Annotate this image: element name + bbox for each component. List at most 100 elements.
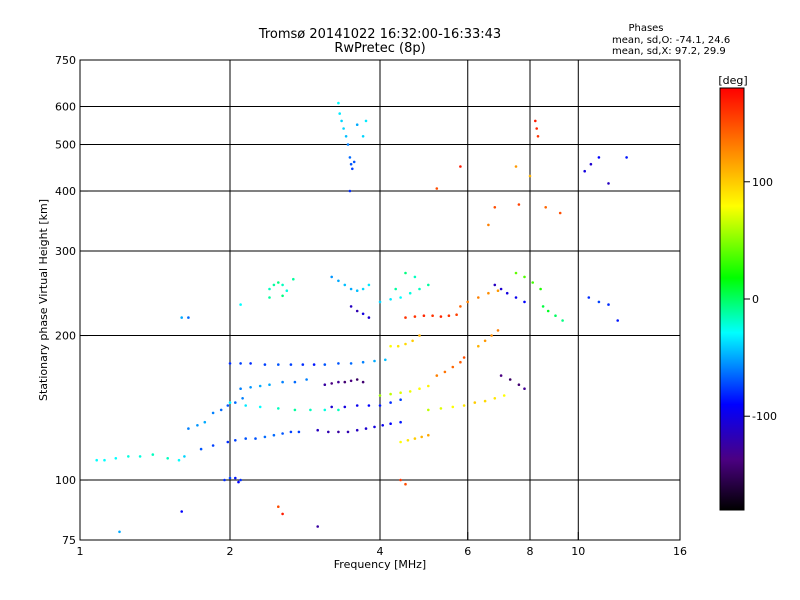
colorbar — [719, 87, 745, 511]
data-point — [346, 143, 350, 146]
data-point — [399, 478, 402, 482]
data-point — [477, 344, 480, 348]
data-point — [244, 437, 247, 440]
y-tick-label: 200 — [55, 330, 76, 343]
data-point — [183, 455, 186, 458]
data-point — [361, 360, 365, 364]
data-point — [272, 283, 276, 287]
data-point — [323, 408, 327, 412]
data-point — [399, 296, 402, 299]
chart-title: Tromsø 20141022 16:32:00-16:33:43 — [258, 27, 501, 42]
data-point — [561, 319, 564, 322]
data-point — [389, 401, 392, 404]
data-point — [263, 435, 267, 439]
data-point — [330, 382, 334, 385]
data-point — [211, 444, 215, 447]
data-point — [281, 283, 284, 287]
data-point — [219, 408, 223, 412]
phases-o-mean-sd: mean, sd,O: -74.1, 24.6 — [612, 35, 730, 46]
data-point — [541, 305, 545, 308]
data-point — [297, 430, 301, 434]
data-point — [223, 478, 226, 482]
data-point — [239, 303, 242, 306]
data-point — [514, 296, 518, 299]
data-point — [439, 315, 443, 318]
data-point — [546, 309, 550, 313]
x-tick-label: 1 — [77, 545, 84, 558]
data-point — [249, 362, 252, 365]
data-points — [95, 101, 628, 534]
y-tick-label: 600 — [55, 101, 76, 114]
data-point — [389, 422, 392, 426]
data-point — [404, 482, 407, 486]
data-point — [487, 291, 490, 295]
data-point — [531, 281, 534, 284]
data-point — [305, 378, 308, 381]
data-point — [528, 174, 532, 178]
data-point — [277, 363, 280, 366]
colorbar-tick-label: 100 — [752, 176, 773, 189]
data-point — [451, 405, 455, 409]
colorbar-ticks: 100 0 -100 — [744, 176, 777, 423]
data-point — [502, 394, 506, 397]
data-point — [118, 530, 121, 534]
x-tick-label: 6 — [464, 545, 471, 558]
data-point — [323, 363, 327, 366]
data-point — [241, 397, 244, 400]
data-point — [337, 408, 340, 412]
data-point — [408, 390, 412, 393]
data-point — [554, 314, 557, 318]
data-point — [349, 162, 353, 166]
data-point — [95, 458, 98, 462]
data-point — [239, 362, 242, 365]
y-tick-label: 400 — [55, 185, 76, 198]
data-point — [349, 287, 353, 291]
data-point — [459, 305, 462, 308]
data-point — [625, 156, 628, 159]
data-point — [239, 478, 242, 482]
data-point — [367, 283, 371, 287]
data-point — [455, 313, 458, 317]
x-tick-label: 8 — [527, 545, 534, 558]
data-point — [534, 119, 537, 123]
data-point — [517, 383, 521, 387]
data-point — [258, 384, 262, 388]
data-point — [127, 455, 130, 458]
data-point — [327, 430, 330, 434]
data-point — [373, 425, 376, 429]
data-point — [408, 291, 412, 295]
data-point — [352, 160, 356, 164]
data-point — [187, 427, 190, 430]
data-point — [378, 404, 382, 407]
data-point — [234, 401, 237, 404]
data-point — [340, 119, 343, 123]
data-point — [418, 334, 421, 337]
y-tick-label: 750 — [55, 54, 76, 67]
data-point — [462, 404, 466, 407]
data-point — [196, 424, 199, 427]
data-point — [289, 430, 293, 434]
data-point — [281, 380, 284, 384]
data-point — [420, 435, 424, 439]
data-point — [422, 314, 426, 318]
data-point — [361, 287, 365, 291]
data-point — [355, 289, 359, 293]
data-point — [483, 339, 487, 343]
data-point — [367, 316, 371, 319]
grid-lines — [80, 60, 680, 540]
data-point — [343, 380, 347, 384]
x-tick-label: 4 — [377, 545, 384, 558]
data-point — [508, 378, 512, 381]
data-point — [337, 380, 340, 384]
data-point — [487, 223, 490, 227]
data-point — [389, 344, 392, 348]
data-point — [607, 182, 610, 185]
data-point — [544, 206, 547, 209]
y-tick-label: 300 — [55, 245, 76, 258]
data-point — [316, 428, 320, 432]
data-point — [459, 360, 462, 364]
data-point — [349, 305, 353, 308]
phases-x-mean-sd: mean, sd,X: 97.2, 29.9 — [612, 46, 726, 57]
data-point — [177, 458, 181, 462]
x-tick-label: 10 — [571, 545, 585, 558]
